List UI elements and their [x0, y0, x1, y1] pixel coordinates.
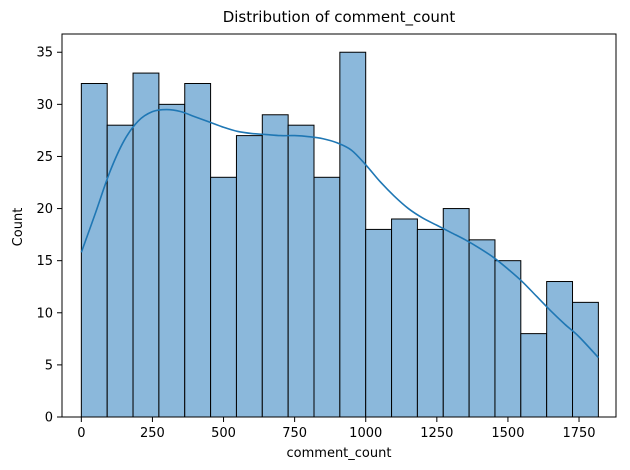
histogram-bar-4: [184, 83, 212, 418]
y-tick-label-2: 10: [36, 306, 53, 321]
histogram-bar-10: [339, 51, 367, 418]
histogram-bar-2: [132, 72, 160, 418]
histogram-bar-17: [520, 333, 548, 418]
histogram-bar-1: [106, 124, 134, 418]
histogram-bar-11: [365, 228, 393, 418]
x-tick-label-3: 750: [282, 426, 307, 441]
histogram-bar-13: [416, 228, 444, 418]
histogram-bar-12: [391, 218, 418, 418]
y-axis-title: Count: [11, 208, 26, 247]
histogram-bar-14: [442, 208, 470, 418]
bars-layer: [80, 51, 599, 418]
y-tick-label-5: 25: [36, 150, 53, 165]
histogram-bar-19: [572, 301, 599, 418]
x-tick-label-2: 500: [211, 426, 236, 441]
kde-line: [80, 108, 599, 359]
y-tick-label-4: 20: [36, 202, 53, 217]
axes-layer: [61, 33, 617, 418]
y-tick-label-1: 5: [45, 358, 53, 373]
histogram-bar-7: [261, 114, 289, 418]
chart-title: Distribution of comment_count: [223, 8, 456, 27]
histogram-bar-8: [287, 124, 315, 418]
histogram-bar-15: [468, 239, 496, 418]
histogram-bar-3: [158, 103, 186, 418]
histogram-bar-9: [313, 176, 341, 418]
x-tick-label-7: 1750: [562, 426, 595, 441]
y-tick-label-0: 0: [45, 411, 53, 426]
y-tick-label-3: 15: [36, 254, 53, 269]
x-axis-title: comment_count: [287, 446, 392, 461]
kde-layer: [80, 108, 599, 359]
y-tick-label-6: 30: [36, 98, 53, 113]
histogram-bar-5: [210, 176, 237, 418]
histogram-bar-6: [235, 135, 263, 418]
plot-frame: [61, 33, 617, 418]
x-tick-label-4: 1000: [349, 426, 382, 441]
x-tick-label-5: 1250: [420, 426, 453, 441]
x-tick-label-0: 0: [77, 426, 85, 441]
histogram-bar-16: [494, 260, 522, 418]
histogram-bar-0: [80, 83, 108, 418]
x-tick-label-1: 250: [140, 426, 165, 441]
ticks-layer: 0 250 500 750 1000 1250 1500 1750 0 5 10 15 20 25 30 35: [36, 46, 595, 441]
y-tick-label-7: 35: [36, 46, 53, 61]
histogram-bar-18: [546, 281, 574, 418]
x-tick-label-6: 1500: [491, 426, 524, 441]
